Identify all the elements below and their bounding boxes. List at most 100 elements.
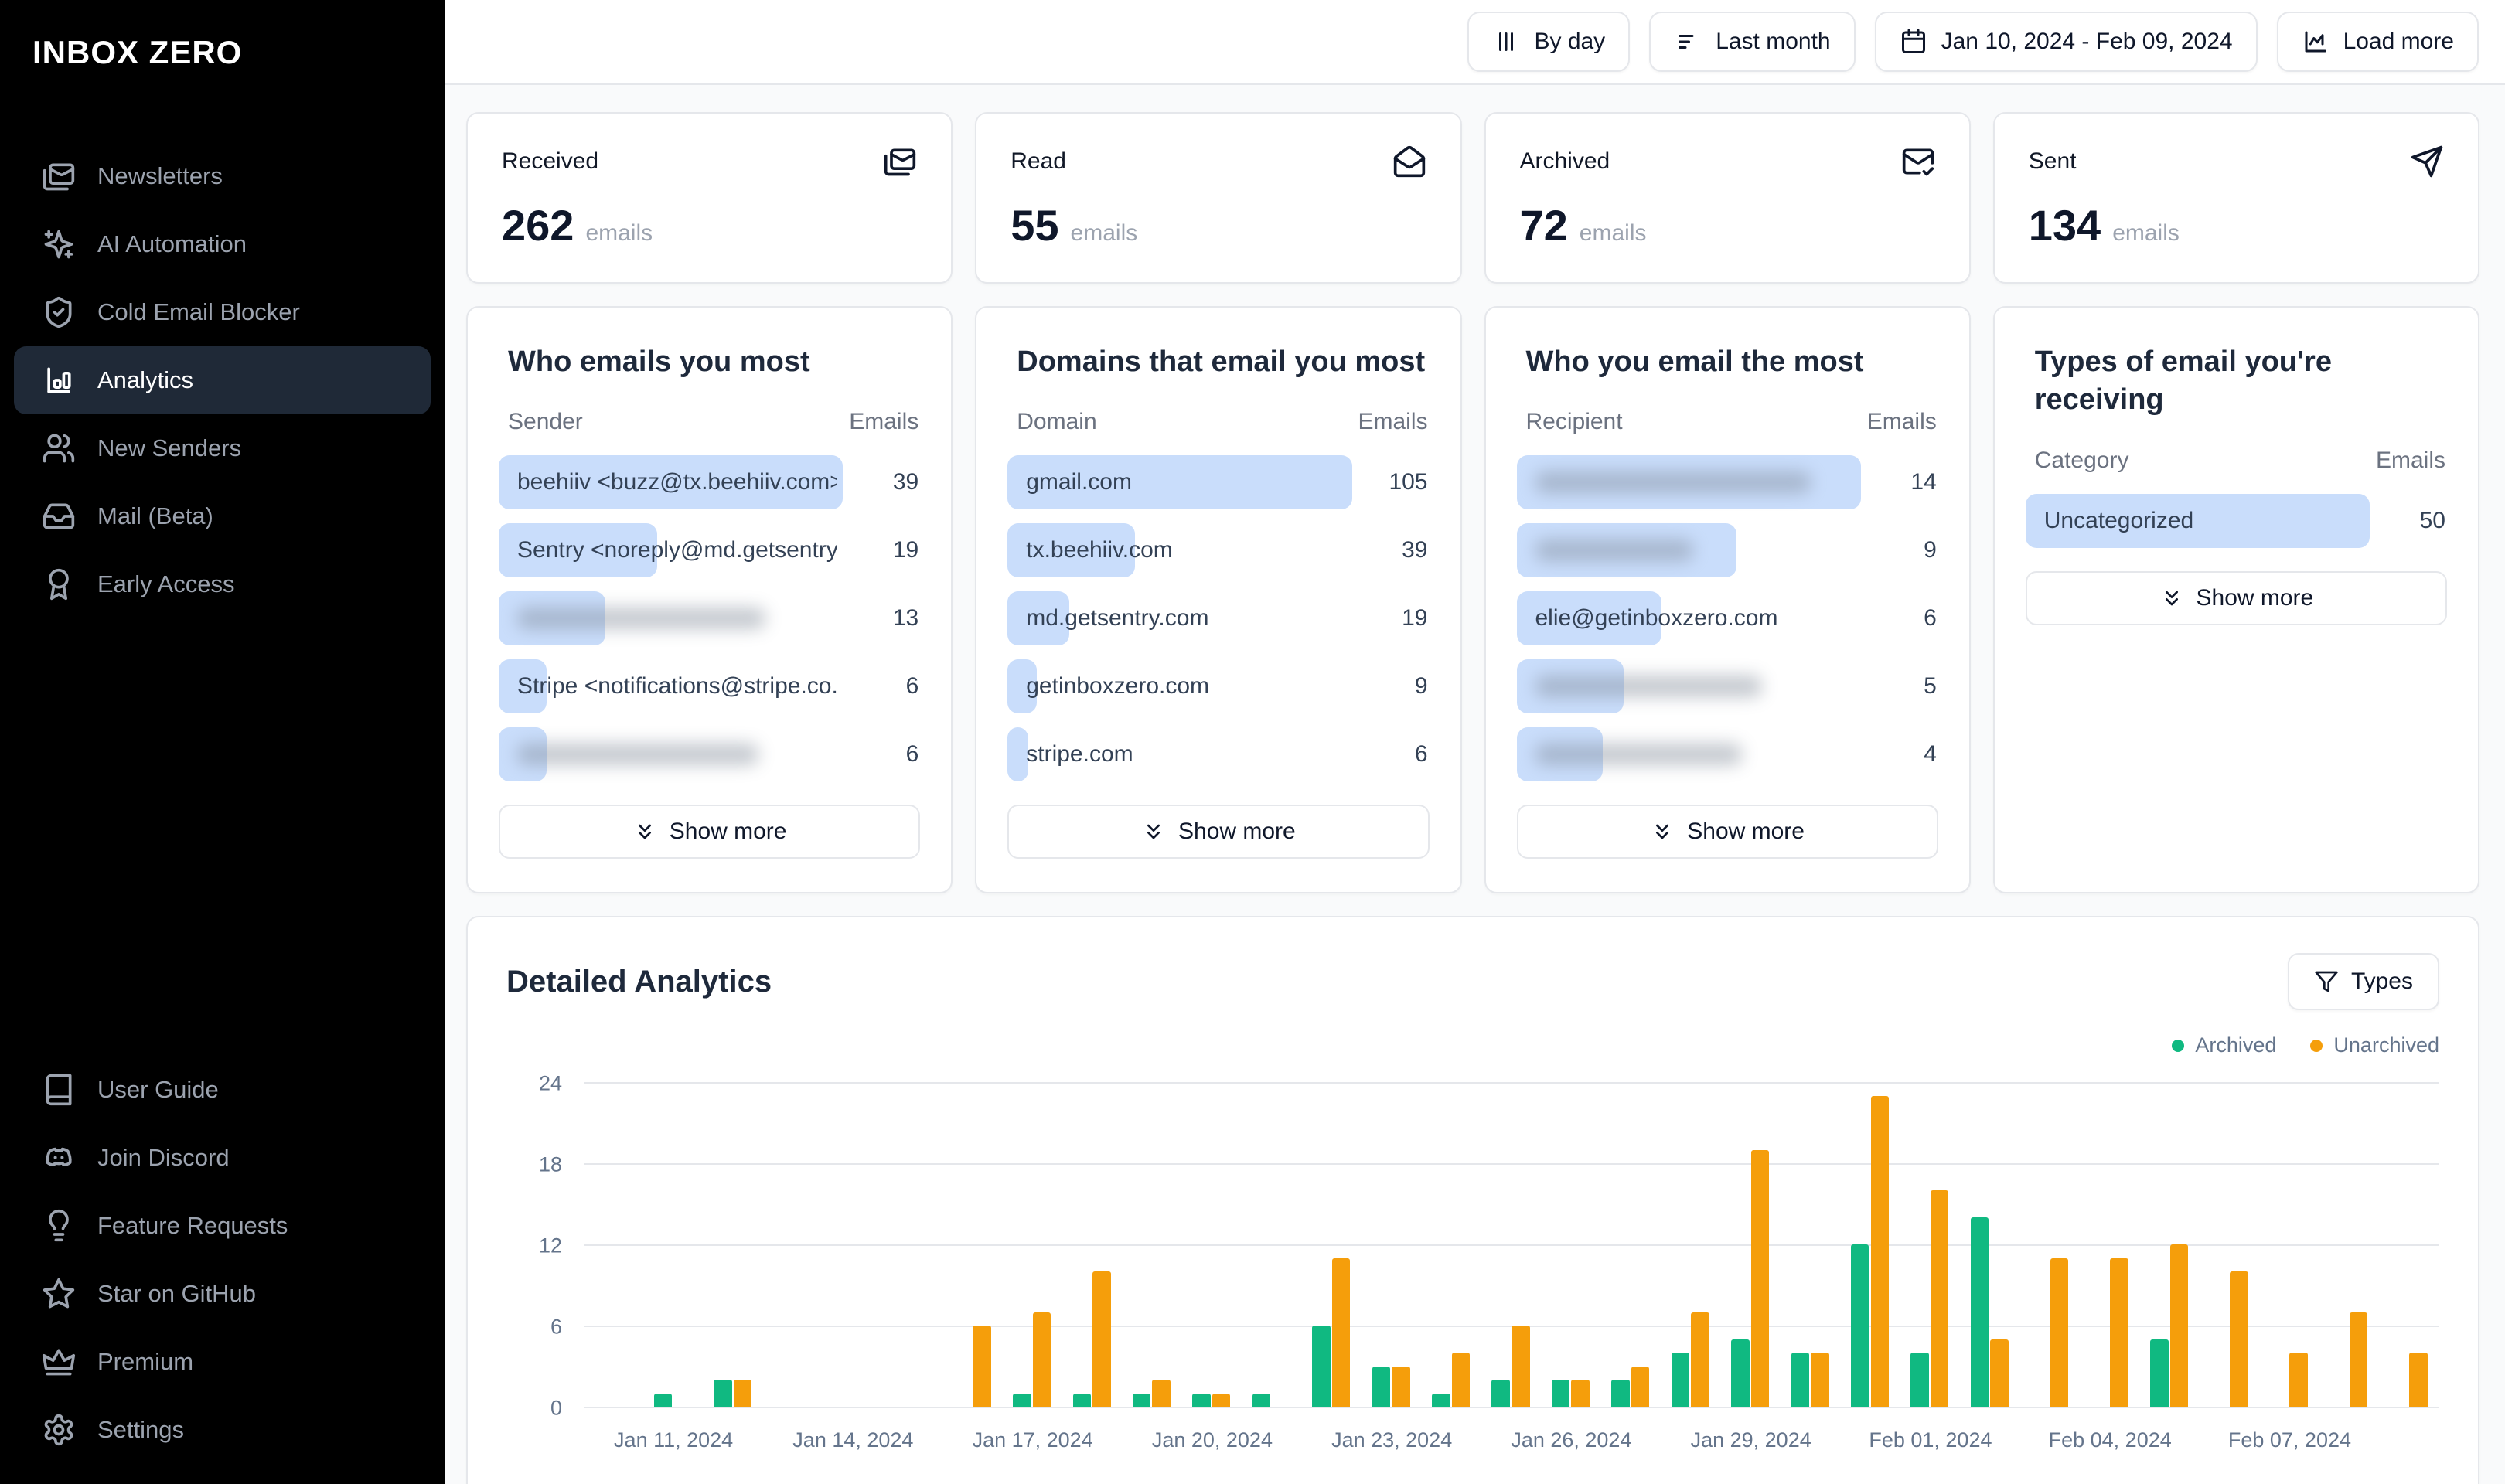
blurred-text [1535,676,1763,698]
table-row: Stripe <notifications@stripe.co... 6 [499,659,920,714]
x-tick-label: Jan 20, 2024 [1151,1428,1273,1452]
column-header: Emails [1358,409,1428,435]
sidebar-item-mail-beta[interactable]: Mail (Beta) [14,482,431,550]
legend-label: Archived [2195,1033,2277,1057]
types-filter-button[interactable]: Types [2287,953,2439,1010]
bar-unarchived [2050,1258,2069,1407]
table-row: gmail.com 105 [1007,455,1429,510]
row-value: 19 [1402,605,1428,631]
sidebar-item-label: Settings [97,1416,185,1443]
topbar-button-last-month[interactable]: Last month [1649,12,1856,72]
bar-unarchived [1451,1353,1471,1407]
gridline [584,1163,2439,1165]
show-more-button[interactable]: Show more [1007,805,1430,859]
bar-archived [1072,1393,1092,1407]
row-highlight-bar [1516,659,1624,714]
bar-unarchived [1092,1271,1111,1407]
stat-card-read: Read 55 emails [975,112,1462,284]
sidebar-item-analytics[interactable]: Analytics [14,346,431,414]
show-more-button[interactable]: Show more [2025,570,2447,625]
sidebar-item-label: Cold Email Blocker [97,298,300,325]
sidebar-item-settings[interactable]: Settings [14,1396,431,1464]
stat-value: 72 [1519,201,1568,250]
blurred-text [1535,744,1742,766]
panel-types-of-email-you-re-receiving: Types of email you're receiving Category E… [1992,306,2479,893]
show-more-button[interactable]: Show more [499,805,921,859]
content: Received 262 emails Read 55 emails Archived 72 e… [445,85,2505,1484]
stats-row: Received 262 emails Read 55 emails Archived 72 e… [466,112,2479,284]
x-tick-label: Jan 17, 2024 [972,1428,1093,1452]
row-highlight-bar [499,659,547,714]
topbar-button-by-day[interactable]: By day [1467,12,1631,72]
legend-label: Unarchived [2333,1033,2439,1057]
chevrons-down-icon [1650,819,1675,844]
chart-y-axis: 0 6 12 18 24 [506,1072,584,1420]
sidebar-item-label: Feature Requests [97,1212,288,1239]
table-row: md.getsentry.com 19 [1007,591,1429,646]
sparkles-icon [42,227,76,261]
stat-card-archived: Archived 72 emails [1484,112,1971,284]
bar-archived [653,1393,673,1407]
panel-title: Who emails you most [508,345,810,378]
sidebar-item-join-discord[interactable]: Join Discord [14,1124,431,1192]
legend-item-archived: Archived [2172,1033,2276,1057]
table-row: 5 [1516,659,1938,714]
bar-unarchived [1331,1258,1351,1407]
row-highlight-bar [1007,591,1070,646]
sidebar-item-newsletters[interactable]: Newsletters [14,142,431,210]
row-highlight-bar [1007,659,1038,714]
sidebar-item-feature-requests[interactable]: Feature Requests [14,1192,431,1260]
bar-archived [1013,1393,1031,1407]
y-tick-label: 0 [550,1396,562,1420]
sidebar-item-label: Newsletters [97,162,223,189]
bar-unarchived [2230,1271,2248,1407]
table-row: stripe.com 6 [1007,727,1429,782]
bar-archived [1551,1380,1570,1407]
bar-archived [1372,1366,1391,1407]
lightbulb-icon [42,1209,76,1243]
app-logo: INBOX ZERO [32,34,243,70]
bar-unarchived [973,1326,991,1407]
column-header: Domain [1017,409,1097,435]
sidebar-item-new-senders[interactable]: New Senders [14,414,431,482]
stat-unit: emails [1579,220,1647,246]
sidebar-item-early-access[interactable]: Early Access [14,550,431,618]
show-more-button[interactable]: Show more [1516,805,1938,859]
row-highlight-bar [1516,591,1661,646]
row-label: md.getsentry.com [1026,605,1209,631]
gridline [584,1407,2439,1408]
y-tick-label: 18 [538,1152,562,1176]
row-label: stripe.com [1026,741,1133,768]
row-value: 6 [905,673,919,699]
filter-lines-icon [1674,28,1702,56]
topbar-button-label: By day [1534,29,1606,54]
shield-check-icon [42,295,76,329]
row-value: 9 [1924,537,1937,563]
bar-unarchived [1512,1326,1530,1407]
chart-plot-area [584,1082,2439,1408]
row-value: 6 [1414,741,1428,768]
mails-icon [883,145,917,179]
table-row: 13 [499,591,920,646]
sidebar-item-star-on-github[interactable]: Star on GitHub [14,1260,431,1328]
topbar-button-jan-10-2024-feb-09-2024[interactable]: Jan 10, 2024 - Feb 09, 2024 [1874,12,2258,72]
sidebar-item-ai-automation[interactable]: AI Automation [14,210,431,278]
row-highlight-bar [1007,523,1135,578]
stat-label: Read [1011,148,1066,174]
topbar-button-load-more[interactable]: Load more [2276,12,2479,72]
sidebar-item-user-guide[interactable]: User Guide [14,1056,431,1124]
panel-who-emails-you-most: Who emails you most Sender Emails beehiiv <… [466,306,953,893]
bar-unarchived [2110,1258,2128,1407]
sidebar-item-cold-email-blocker[interactable]: Cold Email Blocker [14,278,431,346]
bar-unarchived [1032,1312,1051,1407]
sidebar-item-premium[interactable]: Premium [14,1328,431,1396]
bar-archived [1611,1380,1630,1407]
funnel-icon [2314,969,2339,994]
x-tick-label: Feb 01, 2024 [1869,1428,1992,1452]
bar-unarchived [1750,1149,1770,1407]
sidebar-item-label: Star on GitHub [97,1280,257,1307]
stat-value: 262 [502,201,574,250]
stat-unit: emails [1070,220,1138,246]
calendar-icon [1900,28,1927,56]
award-ribbon-icon [42,567,76,601]
